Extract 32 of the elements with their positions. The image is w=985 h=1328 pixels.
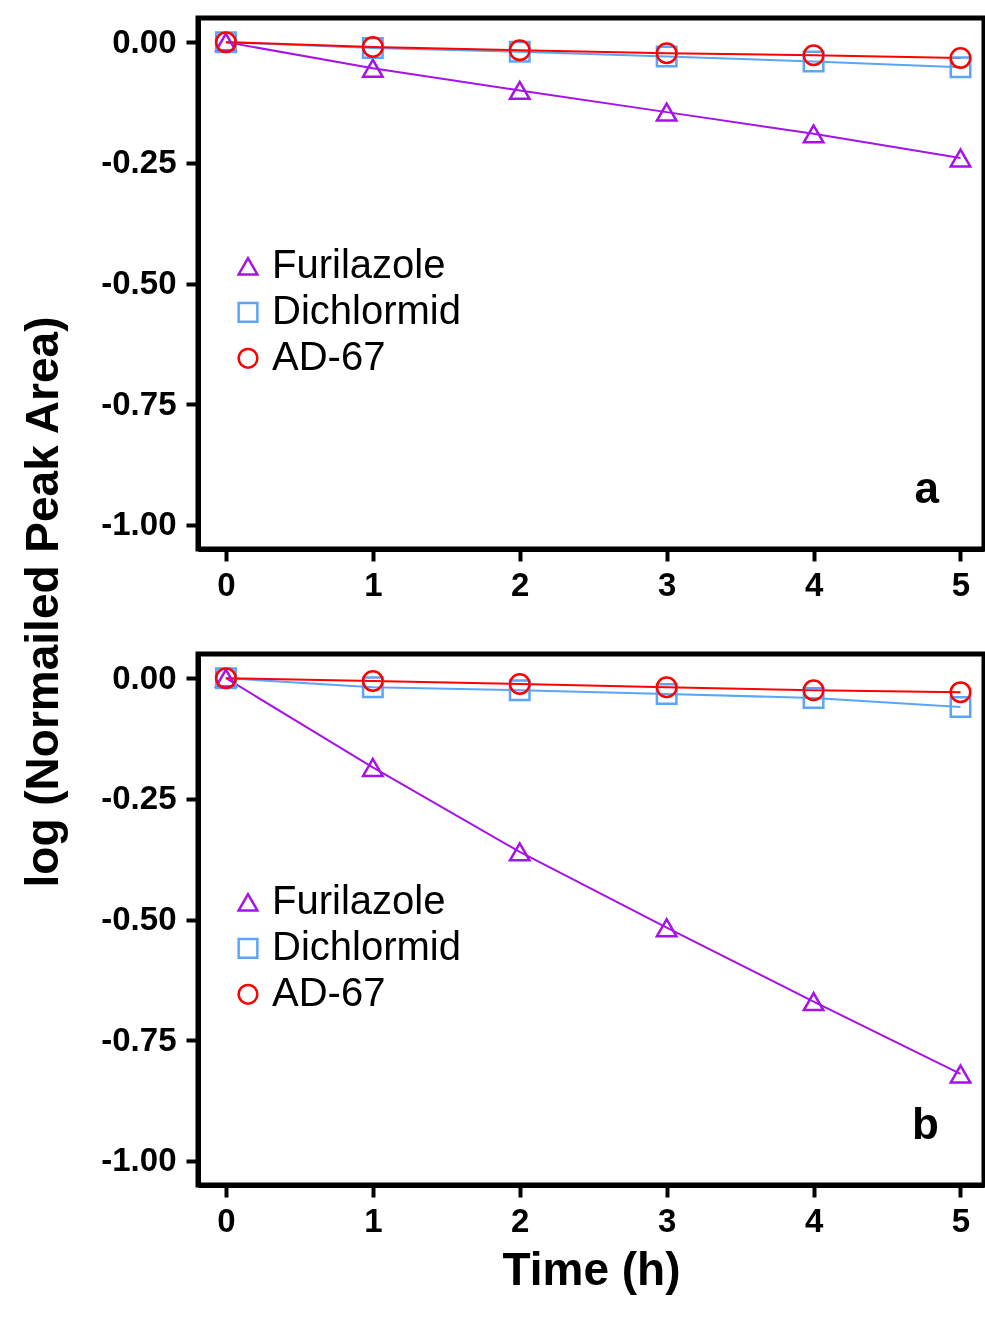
legend-label: Dichlormid <box>272 288 461 333</box>
x-tick-label: 5 <box>951 1201 971 1239</box>
y-tick-label: -0.50 <box>101 900 177 937</box>
x-tick-label: 3 <box>657 565 677 603</box>
x-tick-label: 0 <box>217 565 236 603</box>
y-tick-label: -0.75 <box>101 1020 177 1058</box>
legend-label: AD-67 <box>272 970 386 1015</box>
y-tick-label: -0.50 <box>101 264 177 301</box>
annotation: a <box>914 463 940 512</box>
y-tick-label: 0.00 <box>112 22 177 60</box>
legend-label: Furilazole <box>272 878 446 923</box>
x-tick-label: 2 <box>511 1201 530 1239</box>
x-tick-label: 2 <box>511 565 530 603</box>
x-tick-label: 1 <box>364 1201 383 1239</box>
y-tick-label: 0.00 <box>112 658 177 696</box>
x-tick-label: 4 <box>804 565 824 603</box>
x-tick-label: 0 <box>217 1201 236 1239</box>
x-tick-label: 3 <box>657 1201 677 1239</box>
x-axis-title: Time (h) <box>502 1242 681 1295</box>
legend-label: Dichlormid <box>272 924 461 969</box>
y-axis-title: log (Normailed Peak Area) <box>15 316 68 888</box>
legend-label: AD-67 <box>272 334 386 379</box>
legend-label: Furilazole <box>272 242 446 287</box>
y-tick-label: -0.75 <box>101 384 177 422</box>
y-tick-label: -1.00 <box>101 505 177 543</box>
y-tick-label: -0.25 <box>101 779 177 817</box>
y-tick-label: -1.00 <box>101 1141 177 1179</box>
y-tick-label: -0.25 <box>101 143 177 181</box>
x-tick-label: 1 <box>364 565 383 603</box>
x-tick-label: 5 <box>951 565 971 603</box>
x-tick-label: 4 <box>804 1201 824 1239</box>
annotation: b <box>912 1099 939 1148</box>
